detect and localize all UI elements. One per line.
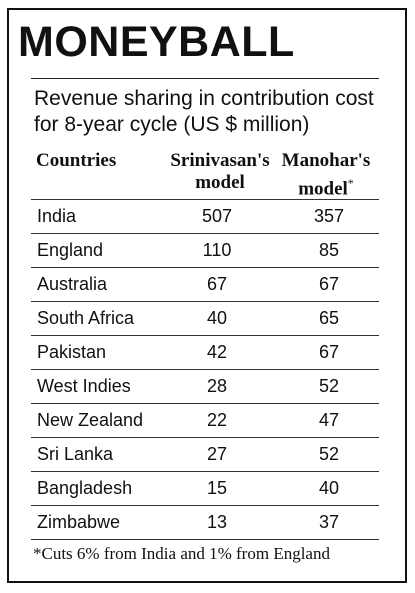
country-cell: India [37, 206, 77, 226]
subtitle: Revenue sharing in contribution cost for… [34, 87, 374, 136]
country-cell: England [37, 240, 104, 260]
table-rule [31, 403, 379, 404]
table-row: South Africa 40 65 [31, 302, 379, 335]
table-row: New Zealand 22 47 [31, 404, 379, 437]
table-row: India 507 357 [31, 200, 379, 233]
srinivasan-value-cell: 507 [201, 206, 233, 226]
table-row: West Indies 28 52 [31, 370, 379, 403]
manohar-value-cell: 85 [318, 240, 340, 260]
table-rule [31, 267, 379, 268]
srinivasan-value-cell: 27 [206, 444, 228, 464]
manohar-value-cell: 37 [318, 512, 340, 532]
table-row: Zimbabwe 13 37 [31, 506, 379, 539]
srinivasan-value-cell: 67 [206, 274, 228, 294]
table-rule [31, 335, 379, 336]
country-cell: Bangladesh [37, 478, 133, 498]
srinivasan-value-cell: 42 [206, 342, 228, 362]
manohar-value-cell: 52 [318, 376, 340, 396]
table-row: Bangladesh 15 40 [31, 472, 379, 505]
column-header-srinivasan: Srinivasan's model [170, 150, 270, 193]
manohar-value-cell: 67 [318, 342, 340, 362]
srinivasan-value-cell: 15 [206, 478, 228, 498]
column-header-manohar: Manohar's model* [278, 150, 374, 200]
table-rule [31, 471, 379, 472]
footnote-marker: * [347, 176, 354, 190]
srinivasan-value-cell: 40 [206, 308, 228, 328]
table-rule [31, 539, 379, 540]
country-cell: New Zealand [37, 410, 144, 430]
column-header-manohar-label: Manohar's model [281, 150, 371, 200]
footnote: *Cuts 6% from India and 1% from England [33, 544, 330, 563]
manohar-value-cell: 67 [318, 274, 340, 294]
srinivasan-value-cell: 13 [206, 512, 228, 532]
manohar-value-cell: 357 [313, 206, 345, 226]
table-row: England 110 85 [31, 234, 379, 267]
table-rule [31, 505, 379, 506]
table-row: Pakistan 42 67 [31, 336, 379, 369]
srinivasan-value-cell: 110 [202, 240, 232, 260]
table-rule [31, 369, 379, 370]
headline-divider [31, 78, 379, 79]
table-row: Sri Lanka 27 52 [31, 438, 379, 471]
country-cell: South Africa [37, 308, 135, 328]
headline: MONEYBALL [18, 18, 295, 66]
manohar-value-cell: 65 [318, 308, 340, 328]
infographic-frame [7, 8, 407, 583]
table-rule [31, 233, 379, 234]
srinivasan-value-cell: 22 [206, 410, 228, 430]
manohar-value-cell: 40 [318, 478, 340, 498]
table-rule [31, 199, 379, 200]
country-cell: Pakistan [37, 342, 107, 362]
country-cell: Sri Lanka [37, 444, 114, 464]
manohar-value-cell: 52 [318, 444, 340, 464]
srinivasan-value-cell: 28 [206, 376, 228, 396]
country-cell: Australia [37, 274, 108, 294]
manohar-value-cell: 47 [318, 410, 340, 430]
table-rule [31, 301, 379, 302]
country-cell: West Indies [37, 376, 131, 396]
table-row: Australia 67 67 [31, 268, 379, 301]
country-cell: Zimbabwe [37, 512, 121, 532]
table-rule [31, 437, 379, 438]
column-header-countries: Countries [36, 150, 117, 171]
